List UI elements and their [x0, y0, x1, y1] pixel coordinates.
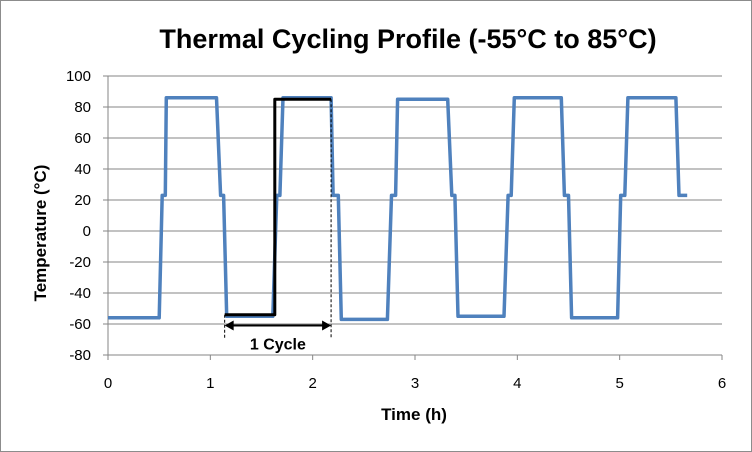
- cycle-label: 1 Cycle: [250, 337, 306, 354]
- x-tick-label: 5: [615, 375, 623, 392]
- series: [108, 95, 688, 322]
- y-tick-label: 40: [74, 161, 91, 178]
- x-tick-labels: 0 1 2 3 4 5 6: [104, 375, 726, 392]
- cycle-annotation: 1 Cycle: [224, 99, 332, 354]
- y-tick-label: 60: [74, 130, 91, 147]
- y-tick-label: -20: [69, 254, 91, 271]
- gridlines: [108, 75, 722, 356]
- chart-title: Thermal Cycling Profile (-55°C to 85°C): [159, 24, 656, 54]
- x-tick-label: 1: [206, 375, 214, 392]
- y-tick-label: -60: [69, 316, 91, 333]
- y-tick-label: -80: [69, 347, 91, 364]
- series-line-one-cycle: [224, 97, 332, 317]
- series-line-temperature: [108, 95, 688, 322]
- x-tick-label: 3: [411, 375, 419, 392]
- x-tick-label: 2: [308, 375, 316, 392]
- y-tick-label: 0: [83, 223, 91, 240]
- x-axis-title: Time (h): [381, 405, 447, 424]
- y-tick-labels: 100 80 60 40 20 0 -20 -40 -60 -80: [66, 68, 91, 364]
- y-tick-label: 80: [74, 99, 91, 116]
- y-tick-label: -40: [69, 285, 91, 302]
- y-tick-label: 100: [66, 68, 91, 85]
- y-tick-label: 20: [74, 192, 91, 209]
- cycle-arrowhead-left: [224, 320, 234, 331]
- y-axis-title: Temperature (°C): [31, 165, 50, 302]
- x-tick-label: 4: [513, 375, 521, 392]
- x-tick-label: 6: [718, 375, 726, 392]
- axes: [103, 75, 723, 360]
- x-tick-label: 0: [104, 375, 112, 392]
- cycle-arrowhead-right: [322, 320, 332, 331]
